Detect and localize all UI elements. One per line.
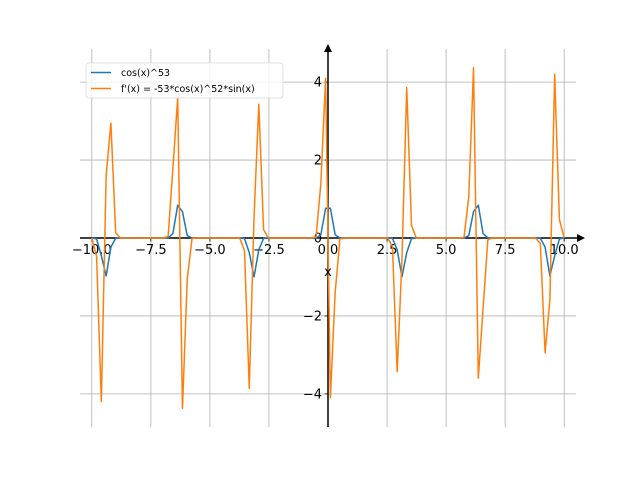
- x-tick-label: 5.0: [436, 243, 457, 258]
- series-lines: [91, 66, 565, 410]
- x-axis-label: x: [324, 265, 332, 280]
- y-tick-label: −4: [303, 387, 322, 402]
- x-tick-label: 2.5: [377, 243, 398, 258]
- x-tick-label: −2.5: [253, 243, 285, 258]
- series-line-2: [91, 66, 565, 410]
- y-tick-label: 2: [314, 154, 322, 169]
- y-ticks: −4 −2 0 2 4: [303, 76, 328, 402]
- x-tick-label: −5.0: [194, 243, 226, 258]
- legend-label-1: cos(x)^53: [121, 68, 170, 79]
- x-tick-label: −10.0: [72, 243, 112, 258]
- x-tick-label: 7.5: [495, 243, 516, 258]
- legend-box: [85, 62, 284, 99]
- legend: cos(x)^53 f'(x) = -53*cos(x)^52*sin(x): [85, 62, 284, 99]
- x-axis-arrow: [577, 234, 585, 242]
- x-ticks: −10.0 −7.5 −5.0 −2.5 0.0 2.5 5.0 7.5 10.0: [72, 238, 579, 258]
- x-tick-label: −7.5: [135, 243, 167, 258]
- y-tick-label: 0: [314, 232, 322, 247]
- y-tick-label: 4: [314, 76, 322, 91]
- y-tick-label: −2: [303, 309, 322, 324]
- legend-label-2: f'(x) = -53*cos(x)^52*sin(x): [121, 84, 255, 95]
- y-axis-arrow: [324, 44, 332, 52]
